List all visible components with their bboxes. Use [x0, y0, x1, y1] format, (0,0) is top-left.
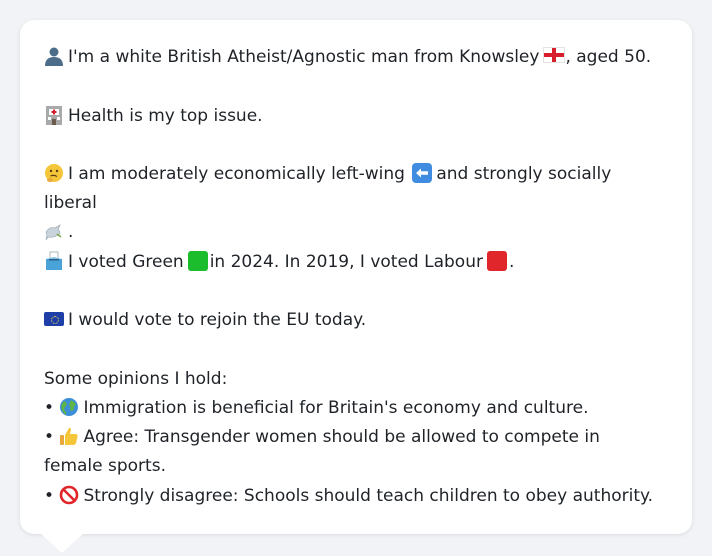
economics-line: I am moderately economically left-wing a… [44, 160, 654, 247]
opinions-header: Some opinions I hold: [44, 369, 228, 389]
economics-end: . [68, 222, 74, 242]
economics-text-b: and strongly socially liberal [44, 164, 612, 213]
globe-icon [60, 398, 79, 416]
intro-text: I'm a white British Atheist/Agnostic man… [68, 47, 540, 67]
speech-bubble-tail [40, 533, 84, 553]
vote-line: I voted Green in 2024. In 2019, I voted L… [44, 248, 514, 277]
intro-line: I'm a white British Atheist/Agnostic man… [44, 43, 651, 72]
prohibited-icon [60, 485, 79, 505]
dove-icon [45, 224, 62, 241]
eu-flag-icon [44, 312, 64, 326]
left-arrow-icon [412, 163, 433, 183]
opinion-item: • Immigration is beneficial for Britain'… [44, 394, 588, 423]
person-icon [45, 47, 63, 66]
bullet: • [44, 427, 55, 447]
vote-text-b: in 2024. In 2019, I voted Labour [209, 252, 483, 272]
health-text: Health is my top issue. [68, 106, 263, 126]
intro-suffix: , aged 50. [565, 47, 652, 67]
opinion-item: • Strongly disagree: Schools should teac… [44, 482, 653, 511]
economics-text-a: I am moderately economically left-wing [68, 164, 405, 184]
bullet: • [44, 486, 55, 506]
eu-text: I would vote to rejoin the EU today. [68, 310, 367, 330]
green-square-icon [187, 251, 208, 271]
england-flag-icon [543, 47, 566, 63]
opinion-text: Strongly disagree: Schools should teach … [83, 486, 654, 506]
red-square-icon [486, 251, 507, 271]
health-line: Health is my top issue. [44, 102, 263, 131]
thinking-face-icon [45, 164, 63, 182]
bullet: • [44, 398, 55, 418]
thumbs-up-icon [60, 427, 79, 445]
profile-card: I'm a white British Atheist/Agnostic man… [20, 20, 692, 534]
opinion-item: • Agree: Transgender women should be all… [44, 423, 654, 481]
opinion-text: Agree: Transgender women should be allow… [44, 427, 600, 476]
eu-line: I would vote to rejoin the EU today. [44, 306, 366, 335]
vote-text-a: I voted Green [68, 252, 184, 272]
hospital-icon [46, 106, 62, 125]
vote-end: . [508, 252, 515, 272]
opinion-text: Immigration is beneficial for Britain's … [83, 398, 589, 418]
ballot-box-icon [46, 251, 62, 270]
